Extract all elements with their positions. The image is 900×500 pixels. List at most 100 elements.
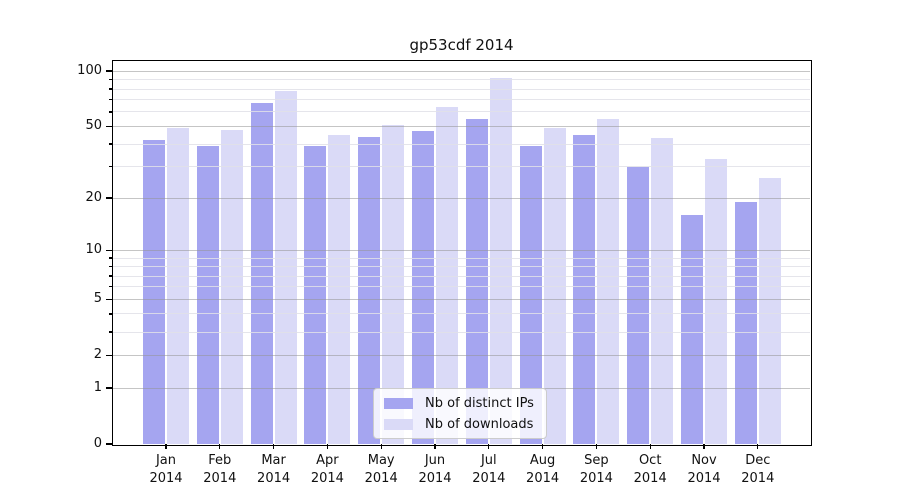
- gridline-major-5: [113, 298, 810, 300]
- x-tick-label-mar: Mar 2014: [257, 453, 291, 486]
- bar-downloads-apr: [328, 134, 351, 444]
- x-tick-label-aug: Aug 2014: [526, 453, 560, 486]
- gridline-minor-90: [113, 79, 810, 81]
- x-tick-mark-aug: [541, 444, 544, 449]
- y-minor-tick-mark-4: [109, 313, 113, 315]
- bar-downloads-sep: [597, 118, 620, 444]
- y-minor-tick-mark-60: [109, 111, 113, 113]
- gridline-major-20: [113, 197, 810, 199]
- x-tick-mark-feb: [219, 444, 221, 449]
- bar-distinct-ips-nov: [681, 215, 703, 444]
- x-tick-label-jun: Jun 2014: [418, 453, 452, 486]
- gridline-minor-8: [113, 266, 810, 267]
- y-tick-label-2: 2: [93, 347, 102, 363]
- y-tick-label-5: 5: [93, 291, 102, 307]
- y-minor-tick-mark-3: [109, 331, 113, 333]
- bar-downloads-nov: [705, 159, 727, 444]
- legend-label-downloads: Nb of downloads: [425, 417, 534, 432]
- bar-downloads-jul: [489, 77, 512, 444]
- bar-downloads-dec: [758, 177, 781, 444]
- y-minor-tick-mark-9: [109, 257, 113, 259]
- legend-swatch-distinct-ips: [384, 398, 413, 409]
- bar-distinct-ips-aug: [519, 146, 542, 444]
- y-minor-tick-mark-40: [109, 143, 113, 145]
- y-minor-tick-mark-90: [109, 79, 113, 81]
- y-tick-mark-50: [106, 125, 113, 128]
- x-tick-label-jul: Jul 2014: [472, 453, 506, 486]
- x-tick-mark-sep: [595, 444, 598, 449]
- x-tick-label-nov: Nov 2014: [687, 453, 721, 486]
- x-tick-mark-apr: [326, 444, 329, 449]
- bar-distinct-ips-jan: [143, 140, 165, 444]
- x-tick-mark-mar: [272, 444, 275, 449]
- plot-area: [111, 59, 812, 446]
- x-tick-mark-jun: [434, 444, 436, 449]
- legend-label-distinct-ips: Nb of distinct IPs: [425, 396, 534, 411]
- x-tick-mark-oct: [649, 444, 651, 449]
- y-minor-tick-mark-8: [109, 265, 113, 268]
- x-tick-mark-dec: [757, 444, 759, 449]
- gridline-minor-9: [113, 257, 810, 259]
- y-tick-mark-1: [106, 387, 113, 389]
- bar-downloads-jan: [167, 128, 189, 444]
- legend-swatch-downloads: [384, 419, 413, 430]
- bar-downloads-oct: [651, 138, 674, 444]
- bar-distinct-ips-apr: [304, 146, 327, 444]
- y-minor-tick-mark-6: [109, 286, 113, 288]
- x-tick-mark-jan: [165, 444, 167, 449]
- gridline-minor-60: [113, 111, 810, 113]
- y-tick-mark-100: [106, 70, 113, 72]
- x-tick-label-jan: Jan 2014: [149, 453, 183, 486]
- x-tick-mark-may: [380, 444, 382, 449]
- bar-distinct-ips-may: [358, 136, 381, 444]
- legend-row-distinct-ips: Nb of distinct IPs: [384, 396, 540, 411]
- gridline-minor-7: [113, 275, 810, 277]
- gridline-minor-30: [113, 166, 810, 168]
- y-tick-label-1: 1: [93, 380, 102, 395]
- gridline-minor-40: [113, 143, 810, 145]
- y-tick-mark-20: [106, 197, 113, 199]
- x-tick-label-dec: Dec 2014: [741, 453, 775, 486]
- y-tick-label-0: 0: [93, 436, 102, 451]
- gridline-minor-4: [113, 313, 810, 315]
- gridline-minor-70: [113, 99, 810, 101]
- bar-distinct-ips-mar: [250, 103, 273, 444]
- bar-downloads-jun: [436, 106, 458, 444]
- x-tick-label-feb: Feb 2014: [203, 453, 237, 486]
- y-minor-tick-mark-7: [109, 275, 113, 277]
- y-tick-mark-0: [106, 443, 113, 445]
- bar-downloads-aug: [543, 128, 566, 444]
- gridline-major-50: [113, 125, 810, 127]
- x-tick-label-may: May 2014: [364, 453, 398, 486]
- bar-distinct-ips-jun: [412, 131, 434, 444]
- gridline-minor-3: [113, 331, 810, 333]
- chart-title: gp53cdf 2014: [409, 36, 514, 54]
- bar-distinct-ips-oct: [627, 166, 650, 444]
- x-tick-label-oct: Oct 2014: [633, 453, 667, 486]
- bar-distinct-ips-dec: [734, 202, 757, 444]
- gridline-major-100: [113, 70, 810, 72]
- bar-distinct-ips-sep: [573, 134, 596, 444]
- y-minor-tick-mark-80: [109, 88, 113, 90]
- bar-downloads-may: [382, 124, 405, 444]
- y-tick-label-20: 20: [85, 190, 102, 206]
- y-tick-mark-2: [106, 354, 113, 356]
- gridline-major-10: [113, 249, 810, 251]
- legend: Nb of distinct IPs Nb of downloads: [373, 388, 547, 439]
- y-minor-tick-mark-70: [109, 99, 113, 101]
- bar-distinct-ips-jul: [465, 118, 488, 444]
- bar-downloads-mar: [274, 91, 297, 444]
- y-minor-tick-mark-30: [109, 166, 113, 168]
- y-tick-mark-10: [106, 249, 113, 251]
- x-tick-label-apr: Apr 2014: [310, 453, 344, 486]
- bar-distinct-ips-feb: [196, 146, 219, 444]
- gridline-minor-6: [113, 286, 810, 288]
- gridline-minor-80: [113, 88, 810, 90]
- y-tick-mark-5: [106, 298, 113, 300]
- y-tick-label-10: 10: [85, 242, 102, 258]
- x-tick-label-sep: Sep 2014: [579, 453, 613, 486]
- y-tick-label-100: 100: [77, 63, 102, 79]
- gridline-major-2: [113, 354, 810, 356]
- x-tick-mark-nov: [703, 444, 705, 449]
